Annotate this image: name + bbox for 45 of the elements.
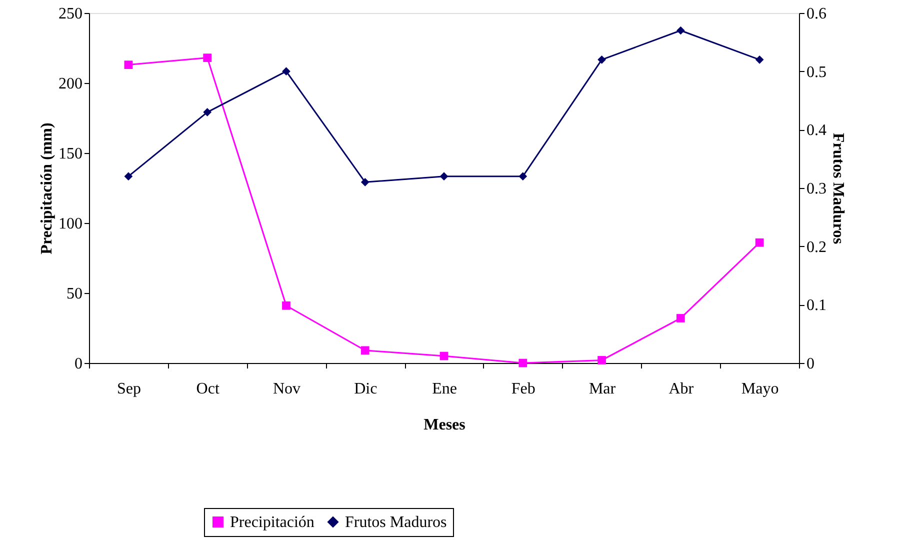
y-tick-label: 50: [66, 286, 82, 302]
y2-tick-label: 0.4: [806, 122, 826, 140]
point: [598, 55, 606, 64]
y-tick-label: 150: [58, 146, 82, 162]
point: [518, 358, 528, 368]
y-tick-label: 100: [58, 216, 82, 232]
y-tick-label: 250: [58, 6, 82, 22]
x-tick-label: Sep: [116, 380, 141, 398]
point: [124, 172, 133, 181]
y-tick-label: 200: [58, 76, 82, 92]
point: [518, 172, 528, 181]
x-tick-label: Feb: [511, 380, 536, 398]
point: [598, 356, 606, 364]
legend-label: Frutos Maduros: [345, 514, 447, 531]
y2-tick-label: 0.2: [806, 238, 826, 256]
y2-axis-title: Frutos Maduros: [830, 132, 846, 244]
y2-tick-label: 0.3: [806, 180, 826, 198]
y2-tick-label: 0.1: [806, 297, 826, 314]
y-axis-title: Precipitación (mm): [38, 122, 56, 254]
point: [440, 172, 448, 181]
point: [203, 54, 212, 62]
point: [360, 346, 370, 355]
x-axis-title: Meses: [424, 416, 466, 434]
point: [360, 178, 370, 186]
point: [282, 67, 290, 76]
y2-tick-label: 0: [806, 356, 814, 372]
y2-tick-label: 0.5: [806, 64, 826, 81]
point: [440, 352, 448, 360]
point: [203, 108, 212, 116]
x-tick-label: Abr: [668, 380, 694, 398]
x-tick-label: Mayo: [741, 380, 779, 398]
point: [755, 55, 764, 64]
point: [124, 60, 133, 69]
x-tick-label: Ene: [432, 380, 457, 398]
x-tick-label: Mar: [588, 380, 616, 398]
y2-tick-label: 0.6: [806, 6, 826, 22]
point: [676, 314, 685, 322]
point: [282, 301, 290, 310]
y-tick-label: 0: [74, 356, 82, 372]
x-tick-label: Oct: [196, 380, 220, 398]
point: [676, 26, 685, 35]
x-tick-label: Nov: [272, 380, 301, 398]
x-tick-label: Dic: [354, 380, 378, 398]
legend-label: Precipitación: [230, 514, 314, 531]
point: [755, 238, 764, 247]
